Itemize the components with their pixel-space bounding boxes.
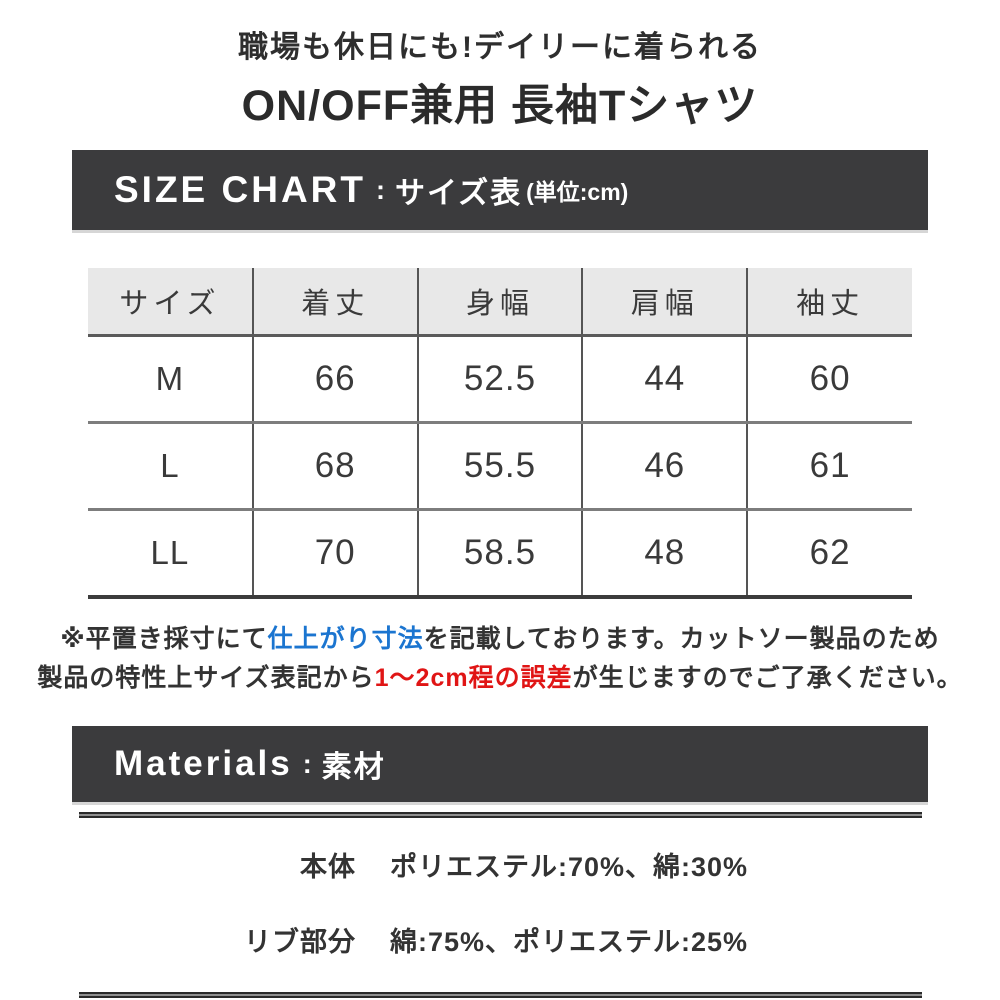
size-chart-table: サイズ 着丈 身幅 肩幅 袖丈 M 66 52.5 44 60 L 68 55.… xyxy=(88,268,912,599)
measurement-note: ※平置き採寸にて仕上がり寸法を記載しております。カットソー製品のため 製品の特性… xyxy=(0,620,1000,698)
materials-top-divider xyxy=(78,812,922,818)
measurement-cell: 58.5 xyxy=(417,509,584,597)
size-label-cell: M xyxy=(88,335,254,423)
column-header-sleeve-length: 袖丈 xyxy=(747,268,912,337)
size-chart-banner-separator: : xyxy=(376,174,385,205)
bottom-divider xyxy=(78,992,922,998)
note-text: 製品の特性上サイズ表記から xyxy=(37,664,375,692)
measurement-cell: 66 xyxy=(252,335,419,423)
measurement-note-line-2: 製品の特性上サイズ表記から1〜2cm程の誤差が生じますのでご了承ください。 xyxy=(0,659,1000,698)
measurement-cell: 68 xyxy=(252,422,419,510)
materials-banner-ja-label: 素材 xyxy=(321,751,386,784)
measurement-cell: 60 xyxy=(809,359,851,398)
title-catchphrase: 職場も休日にも!デイリーに着られる xyxy=(238,31,762,64)
size-chart-table-body: M 66 52.5 44 60 L 68 55.5 46 61 LL 70 58… xyxy=(88,335,912,597)
title-product-name: ON/OFF兼用 長袖Tシャツ xyxy=(241,82,759,130)
materials-banner: Materials : 素材 xyxy=(72,726,928,802)
material-row-rib: リブ部分 綿:75%、ポリエステル:25% xyxy=(88,925,912,959)
material-value: ポリエステル:70%、綿:30% xyxy=(390,852,749,882)
note-highlight-finished-dimensions: 仕上がり寸法 xyxy=(267,625,424,653)
material-value: 綿:75%、ポリエステル:25% xyxy=(390,927,749,957)
measurement-cell: 70 xyxy=(252,509,419,597)
note-text: が生じますのでご了承ください。 xyxy=(572,664,963,692)
material-row-body: 本体 ポリエステル:70%、綿:30% xyxy=(88,850,912,884)
materials-banner-separator: : xyxy=(302,748,312,779)
table-row-l: L 68 55.5 46 61 xyxy=(88,422,912,510)
materials-banner-en-label: Materials xyxy=(114,744,293,783)
table-header-row: サイズ 着丈 身幅 肩幅 袖丈 xyxy=(88,268,912,337)
size-chart-banner-unit-label: (単位:cm) xyxy=(526,179,629,205)
table-row-ll: LL 70 58.5 48 62 xyxy=(88,509,912,597)
measurement-cell: 52.5 xyxy=(417,335,584,423)
size-chart-banner-ja-label: サイズ表 xyxy=(395,177,523,210)
measurement-cell: 48 xyxy=(582,509,749,597)
column-header-shoulder-width: 肩幅 xyxy=(582,268,749,337)
material-label: リブ部分 xyxy=(244,927,356,957)
size-chart-banner-en-label: SIZE CHART xyxy=(114,169,366,210)
page-title: 職場も休日にも!デイリーに着られる ON/OFF兼用 長袖Tシャツ xyxy=(0,0,1000,133)
table-row-m: M 66 52.5 44 60 xyxy=(88,335,912,423)
column-header-size: サイズ xyxy=(88,268,254,337)
measurement-note-line-1: ※平置き採寸にて仕上がり寸法を記載しております。カットソー製品のため xyxy=(0,620,1000,659)
note-highlight-tolerance: 1〜2cm程の誤差 xyxy=(374,664,573,692)
measurement-cell: 62 xyxy=(809,533,851,572)
column-header-body-width: 身幅 xyxy=(417,268,584,337)
measurement-cell: 46 xyxy=(582,422,749,510)
size-label-cell: LL xyxy=(88,509,254,597)
size-chart-banner: SIZE CHART : サイズ表 (単位:cm) xyxy=(72,150,928,230)
size-chart-table-head: サイズ 着丈 身幅 肩幅 袖丈 xyxy=(88,268,912,337)
materials-list: 本体 ポリエステル:70%、綿:30% リブ部分 綿:75%、ポリエステル:25… xyxy=(0,850,1000,959)
measurement-cell: 44 xyxy=(582,335,749,423)
measurement-cell: 55.5 xyxy=(417,422,584,510)
note-text: ※平置き採寸にて xyxy=(60,625,268,653)
note-text: を記載しております。カットソー製品のため xyxy=(423,625,940,653)
column-header-length: 着丈 xyxy=(252,268,419,337)
size-label-cell: L xyxy=(88,422,254,510)
measurement-cell: 61 xyxy=(809,446,851,485)
material-label: 本体 xyxy=(300,852,356,882)
